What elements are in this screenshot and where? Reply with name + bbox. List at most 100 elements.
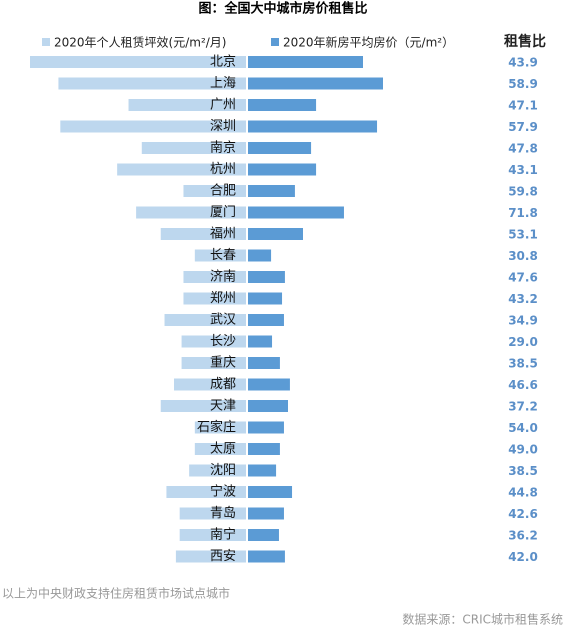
ratio-label: 57.9 (508, 120, 538, 134)
ratio-header: 租售比 (504, 33, 546, 50)
bar (248, 56, 363, 68)
bar (248, 249, 272, 262)
bar (183, 271, 246, 283)
bar (141, 142, 246, 154)
bar (160, 228, 246, 240)
bar (248, 77, 383, 90)
bar (60, 120, 246, 133)
bar (248, 185, 295, 197)
bar (248, 486, 293, 498)
ratio-label: 29.0 (508, 335, 538, 349)
bar (30, 56, 246, 68)
ratio-label: 49.0 (508, 443, 538, 457)
bar (248, 464, 277, 477)
bar (248, 507, 284, 520)
bar (248, 378, 290, 391)
ratio-label: 38.5 (508, 464, 538, 478)
bar (183, 292, 246, 305)
bar (166, 486, 246, 498)
ratio-label: 59.8 (508, 185, 538, 199)
bar (174, 378, 246, 391)
bar (175, 550, 246, 563)
ratio-label: 43.1 (508, 163, 538, 177)
bar (179, 507, 246, 520)
ratio-label: 36.2 (508, 529, 538, 543)
category-label: 武汉 (210, 313, 236, 328)
ratio-label: 71.8 (508, 206, 538, 220)
bar (248, 99, 317, 111)
bar (160, 400, 246, 412)
bar (248, 142, 312, 154)
bar (248, 335, 273, 348)
bar (194, 421, 246, 434)
chart-title: 图：全国大中城市房价租售比 (198, 1, 367, 17)
bar (181, 335, 246, 348)
ratio-label: 30.8 (508, 249, 538, 263)
bar (117, 163, 246, 176)
bar (248, 163, 317, 176)
category-label: 长沙 (210, 334, 236, 349)
category-label: 青岛 (210, 505, 236, 521)
bar (136, 206, 246, 219)
category-label: 北京 (210, 55, 236, 70)
category-label: 长春 (210, 248, 236, 263)
category-label: 天津 (210, 399, 236, 414)
category-label: 石家庄 (197, 419, 236, 435)
bar (248, 443, 280, 455)
category-label: 郑州 (210, 291, 236, 306)
bar (58, 77, 246, 90)
ratio-label: 34.9 (508, 314, 538, 328)
ratio-label: 47.1 (508, 99, 538, 113)
category-label: 西安 (210, 549, 236, 564)
bar (248, 228, 303, 240)
ratio-label: 37.2 (508, 400, 538, 414)
bar (248, 550, 285, 563)
bar (248, 400, 288, 412)
ratio-label: 58.9 (508, 77, 538, 91)
category-label: 上海 (210, 76, 236, 91)
bar (183, 185, 246, 197)
bar (164, 314, 246, 326)
ratio-label: 46.6 (508, 378, 538, 392)
bar (194, 443, 246, 455)
ratio-label: 42.0 (508, 550, 538, 564)
bar (179, 529, 246, 541)
bar (194, 249, 246, 262)
category-label: 南宁 (210, 527, 236, 543)
legend-label: 2020年个人租赁坪效(元/m²/月) (54, 35, 227, 50)
bar (248, 292, 283, 305)
bar (248, 120, 378, 133)
ratio-label: 44.8 (508, 486, 538, 500)
category-label: 厦门 (210, 205, 236, 220)
category-label: 宁波 (210, 484, 236, 500)
ratio-label: 43.2 (508, 292, 538, 306)
ratio-label: 53.1 (508, 228, 538, 242)
legend-swatch (42, 38, 50, 46)
bar (248, 529, 279, 541)
legend-label: 2020年新房平均房价（元/m²） (283, 35, 454, 50)
ratio-label: 43.9 (508, 56, 538, 70)
category-label: 重庆 (210, 355, 236, 371)
category-label: 合肥 (210, 184, 236, 199)
category-label: 深圳 (210, 119, 236, 134)
ratio-label: 38.5 (508, 357, 538, 371)
category-label: 杭州 (210, 162, 236, 177)
bar (248, 206, 344, 219)
ratio-label: 47.8 (508, 142, 538, 156)
bar (181, 357, 246, 369)
bar (248, 421, 284, 434)
category-label: 南京 (210, 140, 236, 156)
category-label: 济南 (210, 269, 236, 285)
bar (248, 357, 280, 369)
legend-swatch (271, 38, 279, 46)
note: 以上为中央财政支持住房租赁市场试点城市 (2, 586, 230, 601)
ratio-label: 54.0 (508, 421, 538, 435)
category-label: 成都 (210, 377, 236, 392)
category-label: 太原 (210, 442, 236, 457)
ratio-label: 47.6 (508, 271, 538, 285)
bar (128, 99, 246, 111)
category-label: 广州 (210, 98, 236, 113)
category-label: 福州 (210, 227, 236, 242)
ratio-label: 42.6 (508, 507, 538, 521)
